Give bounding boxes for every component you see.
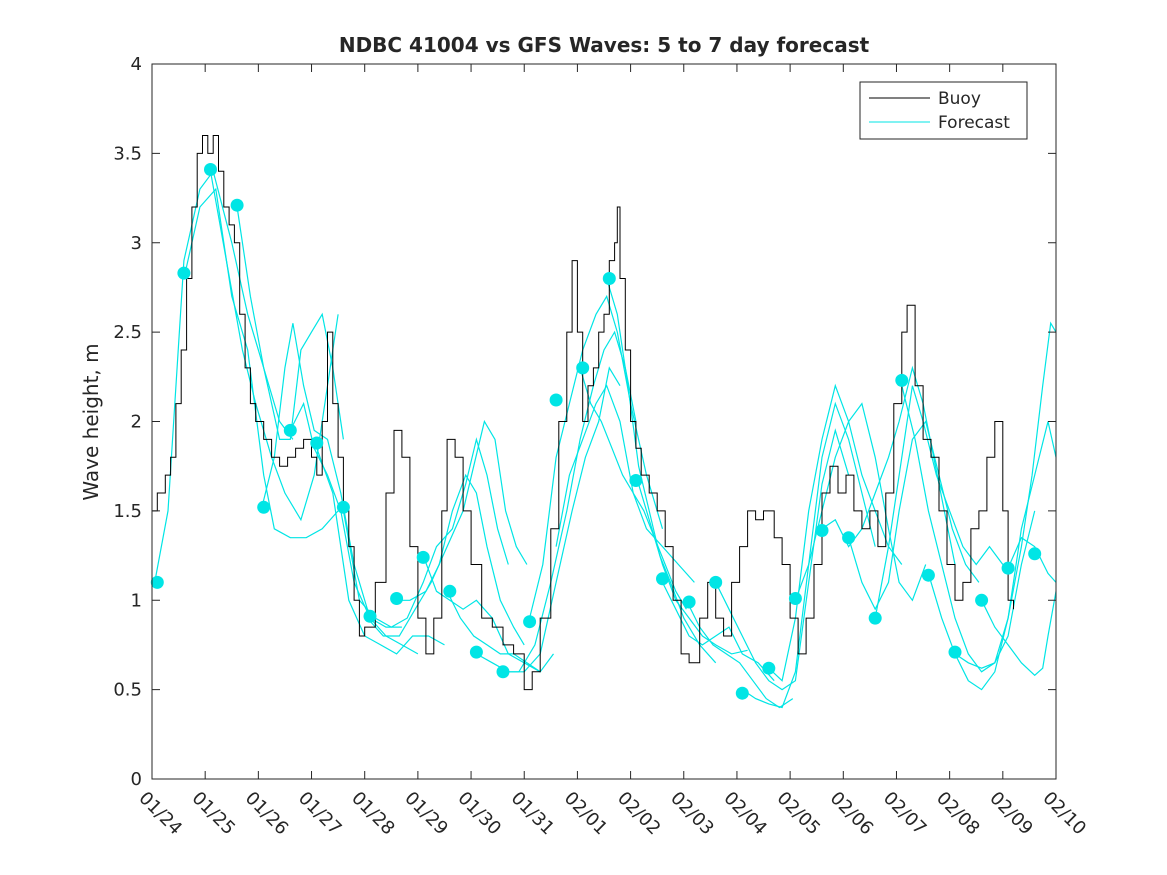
y-tick-label: 0: [131, 769, 142, 790]
forecast-marker-22: [709, 575, 723, 589]
forecast-line-33: [1007, 536, 1057, 583]
y-tick-label: 1: [131, 590, 142, 611]
plot-area: [150, 63, 1057, 780]
x-tick-label: 02/07: [879, 788, 931, 840]
x-tick-label: 01/28: [347, 788, 399, 840]
x-tick-label: 02/01: [560, 788, 612, 840]
buoy-line: [152, 135, 1014, 691]
forecast-line-18: [606, 278, 717, 664]
forecast-line-6: [289, 401, 419, 655]
x-tick-label: 02/05: [773, 788, 825, 840]
forecast-marker-14: [496, 665, 510, 679]
x-tick-label: 01/29: [400, 788, 452, 840]
forecast-marker-8: [336, 500, 350, 514]
forecast-line-20: [661, 582, 775, 682]
x-tick-label: 02/10: [1038, 788, 1090, 840]
forecast-marker-10: [390, 592, 404, 605]
x-tick-label: 02/04: [719, 788, 771, 840]
forecast-marker-32: [975, 593, 989, 607]
forecast-line-12: [446, 591, 554, 673]
x-tick-label: 01/25: [188, 788, 240, 840]
forecast-marker-11: [416, 550, 430, 564]
forecast-marker-34: [1028, 547, 1042, 561]
forecast-marker-18: [602, 272, 616, 285]
forecast-marker-26: [815, 524, 829, 537]
forecast-line-27: [848, 420, 980, 611]
buoy-line-group: [152, 135, 1014, 691]
forecast-line-19: [635, 474, 748, 655]
forecast-line-2: [183, 187, 339, 539]
forecast-marker-2: [177, 266, 191, 280]
forecast-marker-15: [523, 615, 537, 629]
forecast-line-28: [874, 385, 1004, 619]
forecast-marker-20: [656, 572, 669, 586]
forecast-line-7: [316, 448, 445, 655]
forecast-marker-28: [868, 611, 882, 625]
y-tick-label: 1.5: [113, 501, 142, 522]
forecast-marker-7: [310, 436, 324, 450]
forecast-line-1: [154, 169, 294, 583]
forecast-marker-23: [735, 686, 749, 700]
forecast-marker-12: [443, 584, 457, 598]
forecast-marker-25: [788, 592, 802, 605]
x-tick-label: 02/06: [826, 788, 878, 840]
forecast-line-21: [685, 600, 794, 709]
forecast-lines: [154, 169, 1057, 709]
x-tick-label: 02/08: [932, 788, 984, 840]
forecast-markers: [150, 163, 1042, 700]
chart-title: NDBC 41004 vs GFS Waves: 5 to 7 day fore…: [339, 33, 870, 57]
forecast-line-14: [503, 330, 637, 673]
forecast-line-29: [901, 385, 1036, 673]
legend-buoy-label: Buoy: [938, 89, 981, 109]
forecast-line-10: [394, 473, 525, 646]
y-tick-label: 2: [131, 412, 142, 433]
forecast-marker-29: [895, 373, 909, 387]
forecast-marker-5: [257, 500, 271, 514]
x-tick-label: 01/30: [454, 788, 506, 840]
legend-box: [859, 81, 1028, 140]
forecast-marker-3: [204, 163, 217, 176]
legend-forecast-label: Forecast: [938, 113, 1010, 133]
forecast-marker-33: [1001, 561, 1015, 575]
forecast-line-30: [927, 421, 1057, 691]
forecast-line-11: [422, 555, 541, 673]
forecast-line-17: [579, 367, 687, 610]
forecast-marker-21: [682, 595, 696, 609]
forecast-marker-17: [576, 361, 590, 375]
legend: Buoy Forecast: [859, 81, 1028, 140]
forecast-marker-13: [469, 645, 483, 659]
forecast-marker-31: [948, 645, 962, 659]
forecast-marker-27: [842, 531, 856, 545]
x-tick-label: 01/26: [241, 788, 293, 840]
forecast-line-31: [954, 321, 1057, 669]
forecast-marker-30: [921, 568, 935, 582]
forecast-line-16: [555, 384, 695, 583]
forecast-line-22: [715, 428, 850, 691]
y-tick-label: 0.5: [113, 680, 142, 701]
x-tick-label: 01/27: [294, 788, 346, 840]
forecast-line-24: [768, 383, 903, 682]
x-tick-label: 02/02: [613, 788, 665, 840]
forecast-marker-16: [549, 393, 563, 407]
y-axis-label: Wave height, m: [79, 343, 103, 500]
x-tick-label: 01/24: [134, 788, 186, 840]
forecast-line-3: [209, 171, 339, 522]
forecast-marker-6: [283, 423, 297, 437]
x-tick-label: 02/09: [985, 788, 1037, 840]
plot-background: [152, 64, 1056, 779]
y-tick-label: 3: [131, 233, 142, 254]
forecast-marker-9: [363, 609, 377, 623]
y-tick-label: 2.5: [113, 322, 142, 343]
forecast-marker-1: [150, 575, 164, 589]
x-tick-label: 01/31: [507, 788, 559, 840]
forecast-marker-24: [762, 661, 776, 675]
y-tick-label: 3.5: [113, 143, 142, 164]
y-axis: 0 0.5 1 1.5 2 2.5 3 3.5 4: [113, 54, 1056, 790]
forecast-marker-19: [629, 474, 643, 487]
forecast-line-32: [981, 591, 1057, 677]
x-tick-label: 02/03: [666, 788, 718, 840]
forecast-marker-4: [230, 198, 244, 212]
y-tick-label: 4: [131, 54, 142, 75]
